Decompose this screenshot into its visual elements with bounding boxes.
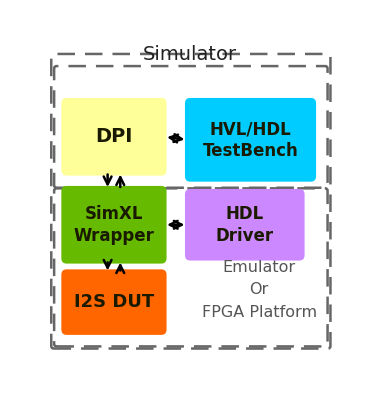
- FancyBboxPatch shape: [61, 186, 167, 264]
- FancyBboxPatch shape: [61, 98, 167, 176]
- FancyBboxPatch shape: [185, 189, 305, 260]
- FancyBboxPatch shape: [185, 98, 316, 182]
- Text: HDL
Driver: HDL Driver: [216, 205, 274, 245]
- Text: SimXL
Wrapper: SimXL Wrapper: [73, 205, 154, 245]
- Text: Emulator
Or
FPGA Platform: Emulator Or FPGA Platform: [201, 260, 317, 320]
- Text: DPI: DPI: [95, 127, 132, 146]
- Text: HVL/HDL
TestBench: HVL/HDL TestBench: [203, 120, 298, 160]
- Text: Simulator: Simulator: [143, 45, 237, 64]
- FancyBboxPatch shape: [61, 269, 167, 335]
- Text: I2S DUT: I2S DUT: [74, 293, 154, 311]
